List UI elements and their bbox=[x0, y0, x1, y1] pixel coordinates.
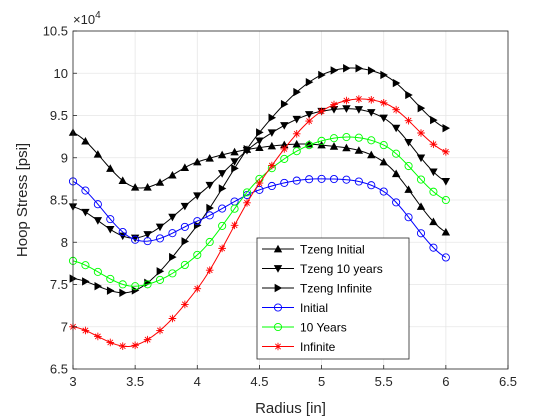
x-tick-label: 4 bbox=[194, 374, 201, 389]
data-point bbox=[231, 221, 239, 229]
legend: Tzeng Initial Tzeng 10 years Tzeng Infinit… bbox=[257, 238, 409, 359]
y-tick-label: 10.5 bbox=[43, 24, 68, 39]
y-tick-label: 10 bbox=[54, 66, 68, 81]
x-tick-label: 6 bbox=[442, 374, 449, 389]
x-tick-label: 6.5 bbox=[499, 374, 517, 389]
y-tick-label: 7.5 bbox=[50, 277, 68, 292]
data-point bbox=[442, 148, 450, 156]
data-point bbox=[106, 339, 114, 347]
data-point bbox=[119, 342, 127, 350]
legend-label: Initial bbox=[300, 301, 328, 315]
data-point bbox=[94, 333, 102, 341]
y-tick-label: 8.5 bbox=[50, 193, 68, 208]
legend-label: Tzeng Infinite bbox=[300, 282, 372, 296]
x-tick-label: 3.5 bbox=[126, 374, 144, 389]
data-point bbox=[355, 95, 363, 103]
data-point bbox=[293, 130, 301, 138]
data-point bbox=[193, 285, 201, 293]
data-point bbox=[268, 162, 276, 170]
data-point bbox=[256, 179, 264, 187]
data-point bbox=[343, 97, 351, 105]
x-axis-label: Radius [in] bbox=[255, 400, 326, 417]
x-tick-label: 5.5 bbox=[375, 374, 393, 389]
legend-label: Infinite bbox=[300, 340, 336, 354]
y-tick-label: 7 bbox=[61, 319, 68, 334]
data-point bbox=[305, 117, 313, 125]
data-point bbox=[367, 96, 375, 104]
data-point bbox=[82, 327, 90, 335]
y-tick-label: 6.5 bbox=[50, 362, 68, 377]
data-point bbox=[330, 101, 338, 109]
legend-label: 10 Years bbox=[300, 321, 347, 335]
legend-label: Tzeng 10 years bbox=[300, 262, 383, 276]
data-point bbox=[430, 140, 438, 148]
data-point bbox=[280, 145, 288, 153]
data-point bbox=[405, 117, 413, 125]
legend-marker bbox=[274, 343, 282, 351]
x-tick-label: 4.5 bbox=[250, 374, 268, 389]
data-point bbox=[417, 129, 425, 137]
data-point bbox=[380, 99, 388, 107]
data-point bbox=[169, 315, 177, 323]
x-tick-label: 5 bbox=[318, 374, 325, 389]
data-point bbox=[318, 107, 326, 115]
y-tick-label: 8 bbox=[61, 235, 68, 250]
y-tick-label: 9.5 bbox=[50, 108, 68, 123]
data-point bbox=[156, 327, 164, 335]
data-point bbox=[144, 336, 152, 344]
y-axis-label: Hoop Stress [psi] bbox=[14, 143, 31, 257]
data-point bbox=[392, 106, 400, 114]
y-axis-exponent-base: ×10 bbox=[73, 12, 95, 27]
data-point bbox=[206, 266, 214, 274]
y-axis-exponent-power: 4 bbox=[95, 10, 101, 21]
x-tick-label: 3 bbox=[69, 374, 76, 389]
legend-label: Tzeng Initial bbox=[300, 243, 365, 257]
y-tick-label: 9 bbox=[61, 150, 68, 165]
data-point bbox=[243, 199, 251, 207]
